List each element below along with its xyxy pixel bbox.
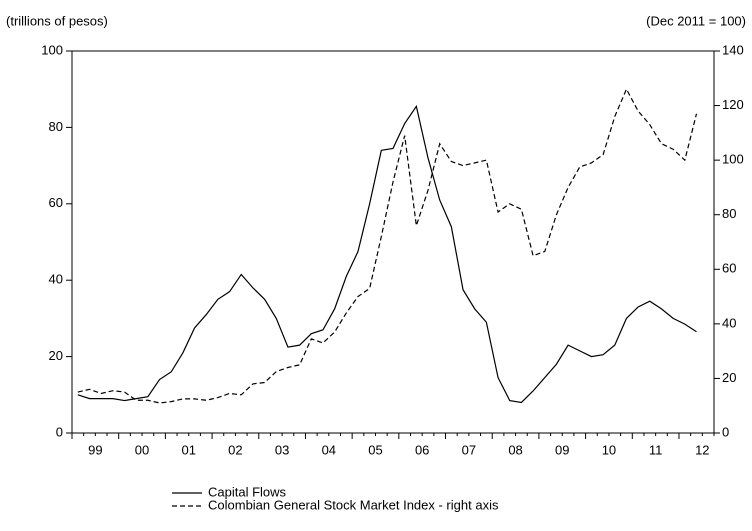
x-tick-label: 10: [602, 442, 616, 457]
y2-tick-label: 20: [722, 370, 736, 385]
y2-tick-label: 80: [722, 206, 736, 221]
y-tick-label: 100: [41, 42, 63, 57]
x-tick-label: 05: [368, 442, 382, 457]
x-tick-label: 99: [88, 442, 102, 457]
y-axis-label: (trillions of pesos): [6, 13, 108, 28]
x-tick-label: 06: [415, 442, 429, 457]
x-tick-label: 01: [181, 442, 195, 457]
series-line: [77, 87, 698, 404]
x-tick-label: 04: [322, 442, 336, 457]
y2-tick-label: 100: [722, 152, 744, 167]
x-tick-label: 11: [649, 442, 663, 457]
series-line: [77, 104, 697, 404]
y2-tick-label: 40: [722, 315, 736, 330]
x-tick-label: 02: [228, 442, 242, 457]
plot-frame: [71, 50, 715, 434]
x-tick-label: 12: [695, 442, 709, 457]
y-tick-label: 40: [49, 272, 63, 287]
x-tick-label: 09: [555, 442, 569, 457]
x-tick-label: 00: [135, 442, 149, 457]
y2-tick-label: 0: [722, 424, 729, 439]
x-tick-label: 03: [275, 442, 289, 457]
x-tick-label: 07: [462, 442, 476, 457]
legend-label: Colombian General Stock Market Index - r…: [208, 497, 499, 512]
y-tick-label: 60: [49, 195, 63, 210]
y2-tick-label: 60: [722, 261, 736, 276]
y-tick-label: 20: [49, 348, 63, 363]
y2-tick-label: 140: [722, 42, 744, 57]
y-tick-label: 80: [49, 119, 63, 134]
y2-axis-label: (Dec 2011 = 100): [646, 13, 746, 28]
y2-tick-label: 120: [722, 97, 744, 112]
y-tick-label: 0: [56, 424, 63, 439]
x-tick-label: 08: [508, 442, 522, 457]
legend-label: Capital Flows: [208, 484, 287, 499]
